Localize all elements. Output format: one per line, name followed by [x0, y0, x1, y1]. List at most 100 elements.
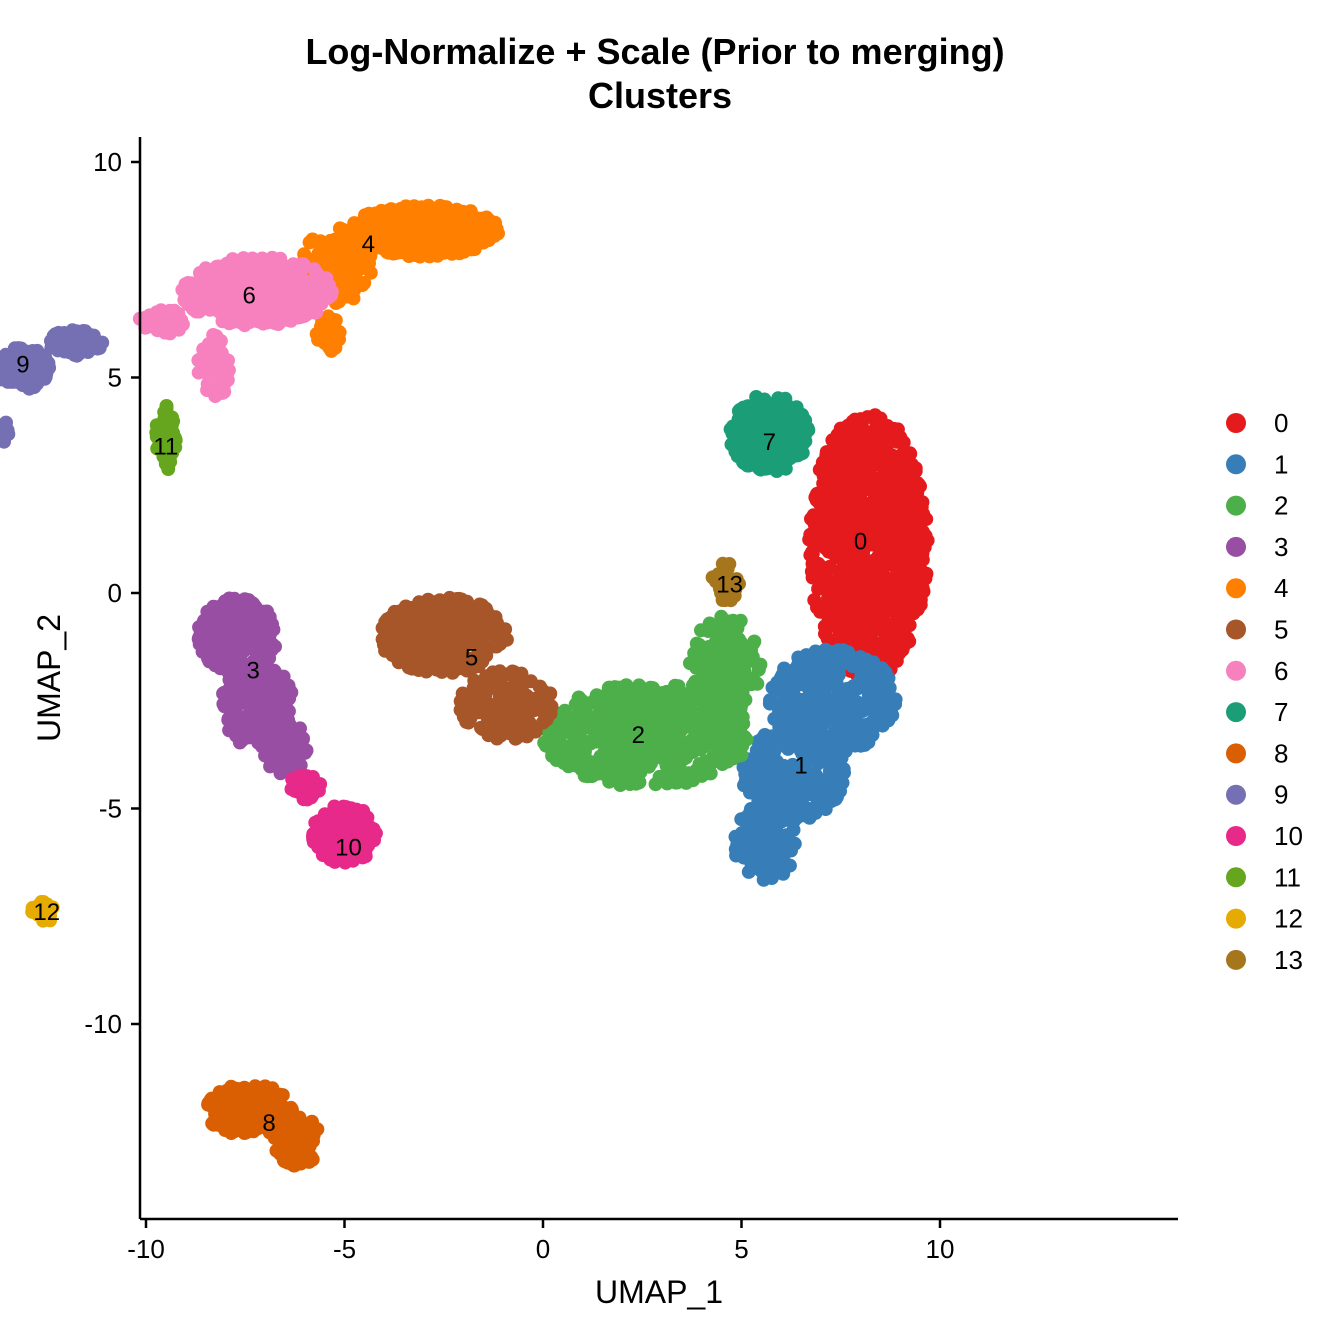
data-point	[463, 710, 478, 725]
data-point	[456, 691, 471, 706]
data-point	[404, 661, 419, 676]
data-point	[545, 746, 560, 760]
data-point	[276, 740, 291, 755]
data-point	[739, 732, 754, 747]
data-point	[684, 733, 699, 748]
chart-title-line1: Log-Normalize + Scale (Prior to merging)	[305, 31, 1004, 72]
data-point	[811, 523, 825, 537]
data-point	[793, 770, 808, 785]
data-point	[290, 733, 305, 748]
data-point	[825, 488, 840, 503]
data-point	[405, 214, 420, 229]
data-point	[764, 842, 779, 857]
data-point	[824, 709, 839, 724]
data-point	[890, 624, 905, 639]
data-point	[436, 200, 451, 215]
data-point	[242, 620, 257, 635]
data-point	[142, 308, 157, 323]
data-point	[724, 437, 739, 452]
data-point	[825, 652, 840, 667]
data-point	[689, 723, 704, 737]
data-point	[777, 686, 791, 701]
data-point	[668, 741, 683, 756]
data-point	[262, 1085, 277, 1100]
data-point	[833, 443, 848, 458]
data-point	[757, 813, 772, 828]
data-point	[227, 591, 242, 606]
data-point	[487, 228, 502, 243]
data-point	[229, 699, 244, 714]
data-point	[665, 692, 680, 707]
data-point	[280, 1138, 295, 1153]
data-point	[222, 610, 237, 625]
data-point	[734, 812, 749, 827]
data-point	[471, 211, 485, 226]
data-point	[703, 695, 718, 710]
data-point	[828, 791, 843, 806]
data-point	[868, 529, 883, 544]
data-point	[577, 734, 592, 749]
data-point	[209, 341, 224, 355]
data-point	[826, 596, 841, 611]
data-point	[226, 631, 241, 646]
data-point	[808, 767, 823, 782]
data-point	[895, 447, 910, 462]
data-point	[611, 702, 626, 717]
data-point	[509, 730, 524, 745]
data-point	[818, 626, 832, 641]
data-point	[236, 251, 251, 266]
data-point	[223, 294, 238, 309]
data-point	[905, 528, 920, 543]
data-point	[249, 1091, 264, 1106]
data-point	[637, 758, 652, 773]
data-point	[499, 632, 514, 647]
data-point	[171, 306, 186, 321]
data-point	[453, 217, 468, 232]
data-point	[725, 419, 740, 434]
data-point	[893, 485, 907, 500]
data-point	[292, 1128, 307, 1143]
cluster-3-points	[191, 591, 314, 781]
data-point	[902, 618, 917, 633]
data-point	[866, 611, 881, 626]
data-point	[568, 758, 583, 773]
data-point	[158, 309, 173, 324]
data-point	[496, 681, 511, 696]
data-point	[867, 447, 882, 462]
data-point	[899, 471, 914, 486]
data-point	[657, 734, 672, 749]
data-point	[810, 725, 825, 740]
data-point	[834, 725, 849, 740]
data-point	[744, 862, 759, 877]
data-point	[718, 754, 733, 769]
data-point	[601, 746, 616, 761]
data-point	[537, 735, 552, 750]
data-point	[257, 698, 272, 713]
data-point	[874, 470, 889, 485]
data-point	[854, 443, 869, 457]
data-point	[565, 728, 580, 743]
data-point	[598, 697, 613, 712]
data-point	[719, 622, 734, 636]
data-point	[875, 427, 890, 442]
data-point	[272, 681, 287, 696]
data-point	[578, 750, 593, 765]
data-point	[612, 775, 626, 790]
data-point	[794, 713, 809, 728]
data-point	[821, 610, 836, 625]
data-point	[636, 731, 651, 746]
data-point	[351, 276, 366, 291]
data-point	[714, 609, 729, 624]
data-point	[791, 670, 806, 685]
data-point	[263, 759, 278, 774]
data-point	[242, 307, 257, 322]
data-point	[677, 767, 692, 782]
data-point	[734, 748, 749, 763]
data-point	[513, 668, 527, 683]
data-point	[734, 826, 749, 841]
data-point	[275, 760, 290, 775]
data-point	[801, 779, 816, 794]
data-point	[239, 676, 254, 691]
data-point	[186, 302, 201, 317]
data-point	[621, 692, 636, 707]
